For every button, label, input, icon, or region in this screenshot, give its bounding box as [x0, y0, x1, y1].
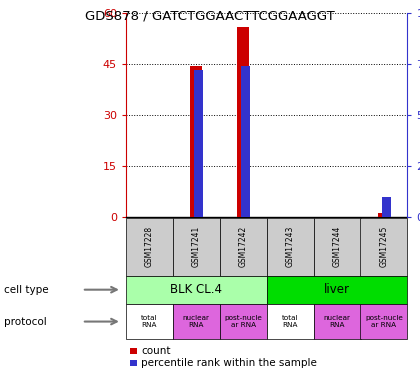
Text: GSM17245: GSM17245	[379, 226, 388, 267]
Text: GSM17244: GSM17244	[333, 226, 341, 267]
Text: GSM17243: GSM17243	[286, 226, 295, 267]
Text: total
RNA: total RNA	[141, 315, 158, 328]
Text: GSM17242: GSM17242	[239, 226, 248, 267]
Text: GSM17241: GSM17241	[192, 226, 201, 267]
Text: percentile rank within the sample: percentile rank within the sample	[141, 358, 317, 368]
Text: protocol: protocol	[4, 316, 47, 327]
Text: post-nucle
ar RNA: post-nucle ar RNA	[224, 315, 262, 328]
Bar	[378, 213, 390, 217]
Text: post-nucle
ar RNA: post-nucle ar RNA	[365, 315, 403, 328]
Text: cell type: cell type	[4, 285, 49, 295]
Text: count: count	[141, 346, 171, 356]
Bar	[194, 70, 203, 217]
Text: GSM17228: GSM17228	[145, 226, 154, 267]
Bar	[191, 66, 202, 218]
Text: nuclear
RNA: nuclear RNA	[183, 315, 210, 328]
Text: total
RNA: total RNA	[282, 315, 298, 328]
Text: nuclear
RNA: nuclear RNA	[323, 315, 351, 328]
Bar	[382, 197, 391, 217]
Text: GDS878 / GATCTGGAACTTCGGAAGGT: GDS878 / GATCTGGAACTTCGGAAGGT	[85, 9, 335, 22]
Text: liver: liver	[324, 283, 350, 296]
Bar	[241, 66, 250, 218]
Text: BLK CL.4: BLK CL.4	[171, 283, 222, 296]
Bar	[237, 27, 249, 218]
